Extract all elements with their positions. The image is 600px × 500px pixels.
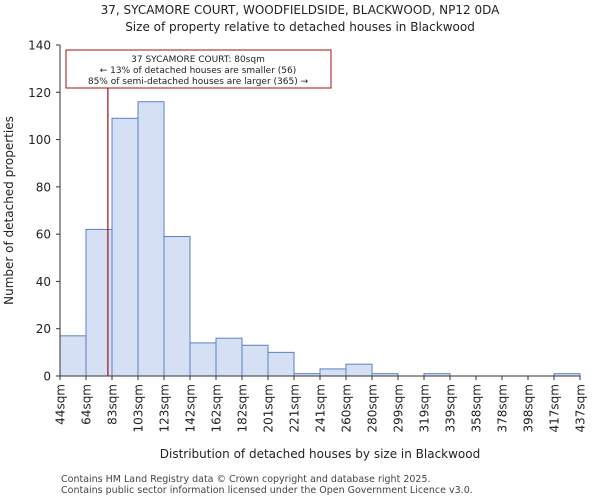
histogram-bar (319, 368, 347, 377)
x-tick-label: 319sqm (418, 384, 432, 432)
chart-title: 37, SYCAMORE COURT, WOODFIELDSIDE, BLACK… (100, 3, 500, 17)
histogram-bar (267, 351, 295, 377)
x-tick-label: 64sqm (80, 384, 94, 425)
footer-licence: Contains public sector information licen… (61, 485, 473, 496)
x-axis-label: Distribution of detached houses by size … (160, 447, 480, 461)
x-tick-label: 83sqm (106, 384, 120, 425)
x-tick-label: 280sqm (366, 384, 380, 432)
x-tick-label: 221sqm (288, 384, 302, 432)
y-tick-label: 0 (43, 370, 51, 384)
histogram-bar (215, 337, 243, 377)
y-tick-label: 80 (36, 180, 51, 194)
y-tick-label: 100 (28, 133, 51, 147)
x-tick-label: 182sqm (236, 384, 250, 432)
histogram-bar (59, 335, 87, 377)
histogram-bar (241, 344, 269, 377)
annotation-box (65, 49, 332, 89)
y-tick-label: 40 (36, 275, 51, 289)
x-tick-label: 142sqm (184, 384, 198, 432)
annotation-line: 85% of semi-detached houses are larger (… (88, 77, 309, 87)
histogram-bar (189, 342, 217, 377)
histogram-bar (111, 117, 139, 377)
histogram-bar (137, 101, 165, 377)
x-tick-label: 260sqm (340, 384, 354, 432)
y-tick-label: 60 (36, 228, 51, 242)
histogram-bar (163, 236, 191, 377)
y-tick-label: 120 (28, 86, 51, 100)
x-tick-label: 339sqm (444, 384, 458, 432)
x-tick-label: 44sqm (54, 384, 68, 425)
annotation-line: 37 SYCAMORE COURT: 80sqm (131, 55, 265, 65)
x-tick-label: 123sqm (158, 384, 172, 432)
chart-subtitle: Size of property relative to detached ho… (125, 20, 475, 34)
x-tick-label: 241sqm (314, 384, 328, 432)
x-tick-label: 378sqm (496, 384, 510, 432)
y-tick-label: 20 (36, 322, 51, 336)
footer-copyright: Contains HM Land Registry data © Crown c… (61, 474, 431, 485)
x-tick-label: 398sqm (522, 384, 536, 432)
x-tick-label: 437sqm (574, 384, 588, 432)
histogram-bar (345, 363, 373, 377)
x-tick-label: 201sqm (262, 384, 276, 432)
y-axis-label: Number of detached properties (2, 116, 16, 305)
x-tick-label: 417sqm (548, 384, 562, 432)
annotation-line: ← 13% of detached houses are smaller (56… (100, 66, 297, 76)
x-tick-label: 103sqm (132, 384, 146, 432)
x-tick-label: 299sqm (392, 384, 406, 432)
y-tick-label: 140 (28, 39, 51, 53)
x-tick-label: 162sqm (210, 384, 224, 432)
x-tick-label: 358sqm (470, 384, 484, 432)
